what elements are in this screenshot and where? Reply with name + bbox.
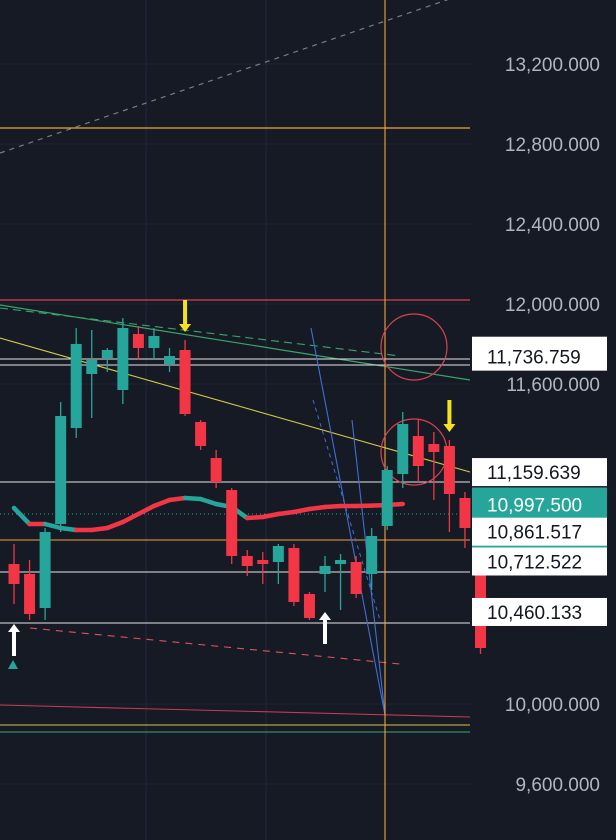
moving-average-segment	[42, 521, 63, 531]
triangle-up-icon	[8, 660, 18, 669]
price-tag-label: 11,159.639	[487, 463, 581, 484]
price-tag-layer: 11,766.46411,736.75911,159.63910,997.500…	[472, 336, 607, 626]
candle-body[interactable]	[381, 470, 393, 526]
price-tag-bg	[472, 547, 607, 576]
blue-dashed-channel-line[interactable]	[312, 399, 381, 621]
moving-average-segment	[182, 495, 203, 502]
candle-body[interactable]	[241, 556, 253, 566]
signal-arrow-layer	[8, 300, 456, 669]
candle-body[interactable]	[226, 490, 238, 556]
candle-layer[interactable]	[8, 318, 502, 654]
price-tag-label: 10,861.517	[487, 523, 582, 544]
y-axis-tick-label: 12,400.000	[505, 215, 600, 236]
sell-arrow-icon	[179, 300, 192, 332]
moving-average-segment	[151, 497, 172, 509]
candle-body[interactable]	[272, 546, 284, 562]
candle-body[interactable]	[195, 422, 207, 446]
price-tag-bg	[472, 458, 607, 487]
candle-body[interactable]	[335, 560, 347, 564]
y-axis-tick-label: 13,200.000	[505, 55, 600, 76]
highlight-circle[interactable]	[380, 313, 448, 381]
moving-average-segment	[167, 495, 188, 503]
price-tag: 11,736.759	[472, 342, 607, 371]
price-tag: 10,460.133	[472, 597, 607, 626]
moving-average-segment	[291, 506, 312, 515]
moving-average-segment	[307, 504, 328, 512]
moving-average-segment	[58, 525, 79, 533]
candle-body[interactable]	[24, 574, 36, 614]
candle-body[interactable]	[210, 458, 222, 482]
y-axis-tick-label: 9,600.000	[515, 775, 600, 796]
sell-arrow-icon	[443, 400, 456, 432]
candle-body[interactable]	[397, 424, 409, 474]
moving-average-segment	[89, 525, 110, 533]
price-tag-label: 10,712.522	[487, 552, 582, 573]
candle-body[interactable]	[303, 594, 315, 618]
price-axis[interactable]: 13,200.000 12,800.000 12,400.000 12,000.000…	[505, 55, 600, 796]
candle-body[interactable]	[350, 562, 362, 594]
price-tag: 10,712.522	[472, 547, 607, 576]
candle-body[interactable]	[132, 334, 144, 348]
red-dashed-support[interactable]	[29, 627, 401, 665]
candle-body[interactable]	[70, 344, 82, 428]
y-axis-tick-label: 12,800.000	[505, 135, 600, 156]
candle-body[interactable]	[86, 360, 98, 374]
price-tag-label: 10,460.133	[487, 603, 582, 624]
red-bottom-line[interactable]	[0, 704, 471, 718]
candle-body[interactable]	[459, 498, 471, 528]
candle-body[interactable]	[443, 446, 455, 494]
moving-average-segment	[260, 511, 281, 520]
moving-average-segment	[105, 519, 126, 531]
moving-average-segment	[322, 503, 343, 510]
current-price-label: 10,997.500	[487, 496, 582, 517]
price-tag: 11,159.639	[472, 458, 607, 487]
candle-body[interactable]	[412, 436, 424, 466]
y-axis-tick-label: 10,000.000	[505, 695, 600, 716]
candle-body[interactable]	[257, 560, 269, 564]
moving-average-segment	[120, 511, 141, 525]
candle-body[interactable]	[366, 536, 378, 574]
dashed-trend-line[interactable]	[0, 0, 470, 154]
candle-body[interactable]	[179, 350, 191, 414]
moving-average-segment	[136, 503, 157, 517]
candle-body[interactable]	[101, 350, 113, 358]
price-tag-bg	[472, 597, 607, 626]
price-tag-bg	[472, 517, 607, 546]
blue-channel-line[interactable]	[310, 327, 386, 716]
candle-body[interactable]	[428, 444, 440, 452]
candle-body[interactable]	[148, 336, 160, 348]
buy-arrow-icon	[8, 624, 20, 656]
candle-body[interactable]	[55, 416, 67, 524]
moving-average-segment	[11, 505, 32, 527]
buy-arrow-icon	[319, 612, 331, 644]
price-tag-bg	[472, 342, 607, 371]
price-tag: 10,861.517	[472, 517, 607, 546]
grid-layer	[0, 0, 470, 840]
candle-body[interactable]	[288, 548, 300, 602]
candle-body[interactable]	[164, 356, 175, 364]
moving-average-segment	[245, 514, 266, 521]
green-dashed-trend-line[interactable]	[0, 307, 401, 357]
y-axis-tick-label: 12,000.000	[505, 295, 600, 316]
candle-body[interactable]	[117, 328, 129, 390]
candle-body[interactable]	[8, 564, 20, 584]
candle-body[interactable]	[39, 532, 51, 608]
candle-body[interactable]	[319, 566, 331, 574]
y-axis-tick-label: 11,600.000	[506, 375, 600, 396]
moving-average-segment	[276, 509, 297, 517]
candle-body[interactable]	[475, 534, 486, 648]
price-tag-label: 11,736.759	[487, 348, 581, 369]
moving-average-segment	[198, 496, 219, 507]
